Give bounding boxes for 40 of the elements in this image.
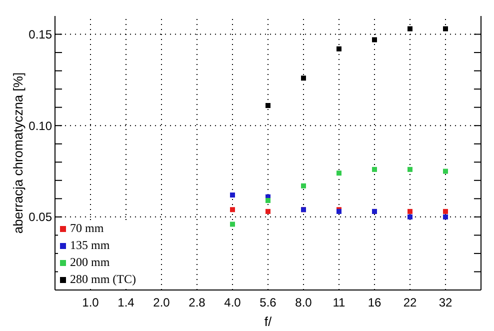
point — [266, 208, 270, 214]
point — [230, 222, 235, 227]
x-tick-label: 5.6 — [260, 296, 277, 310]
x-tick-label: 11 — [332, 296, 346, 310]
point — [266, 198, 270, 203]
point — [443, 168, 448, 174]
x-axis-title: f/ — [264, 314, 272, 329]
legend-label: 200 mm — [70, 254, 110, 271]
legend-label: 70 mm — [70, 220, 104, 237]
point — [336, 46, 342, 52]
x-tick-label: 8.0 — [295, 296, 312, 310]
point — [443, 214, 448, 220]
x-tick-label: 2.0 — [153, 296, 170, 310]
x-tick-label: 1.4 — [118, 296, 135, 310]
point — [408, 166, 412, 172]
point — [372, 166, 377, 172]
legend-label: 135 mm — [70, 237, 110, 254]
point — [301, 183, 306, 188]
point — [443, 208, 448, 214]
y-tick-label: 0.15 — [28, 28, 52, 42]
x-tick-label: 16 — [368, 296, 382, 310]
y-tick-label: 0.05 — [28, 210, 52, 224]
x-tick-label: 4.0 — [224, 296, 242, 310]
point — [230, 207, 235, 212]
point — [336, 170, 342, 176]
x-tick-label: 1.0 — [82, 296, 100, 310]
point — [266, 103, 270, 108]
x-tick-label: 2.8 — [188, 296, 206, 310]
point — [230, 192, 235, 198]
x-tick-label: 32 — [438, 296, 452, 310]
point — [408, 214, 412, 220]
x-tick-label: 22 — [403, 296, 417, 310]
point — [408, 26, 412, 32]
y-axis-title: aberracja chromatyczna [%] — [10, 72, 26, 234]
y-tick-label: 0.10 — [28, 118, 52, 133]
point — [301, 76, 306, 81]
point — [372, 37, 377, 42]
legend-label: 280 mm (TC) — [70, 271, 136, 288]
point — [443, 26, 448, 32]
point — [408, 208, 412, 214]
